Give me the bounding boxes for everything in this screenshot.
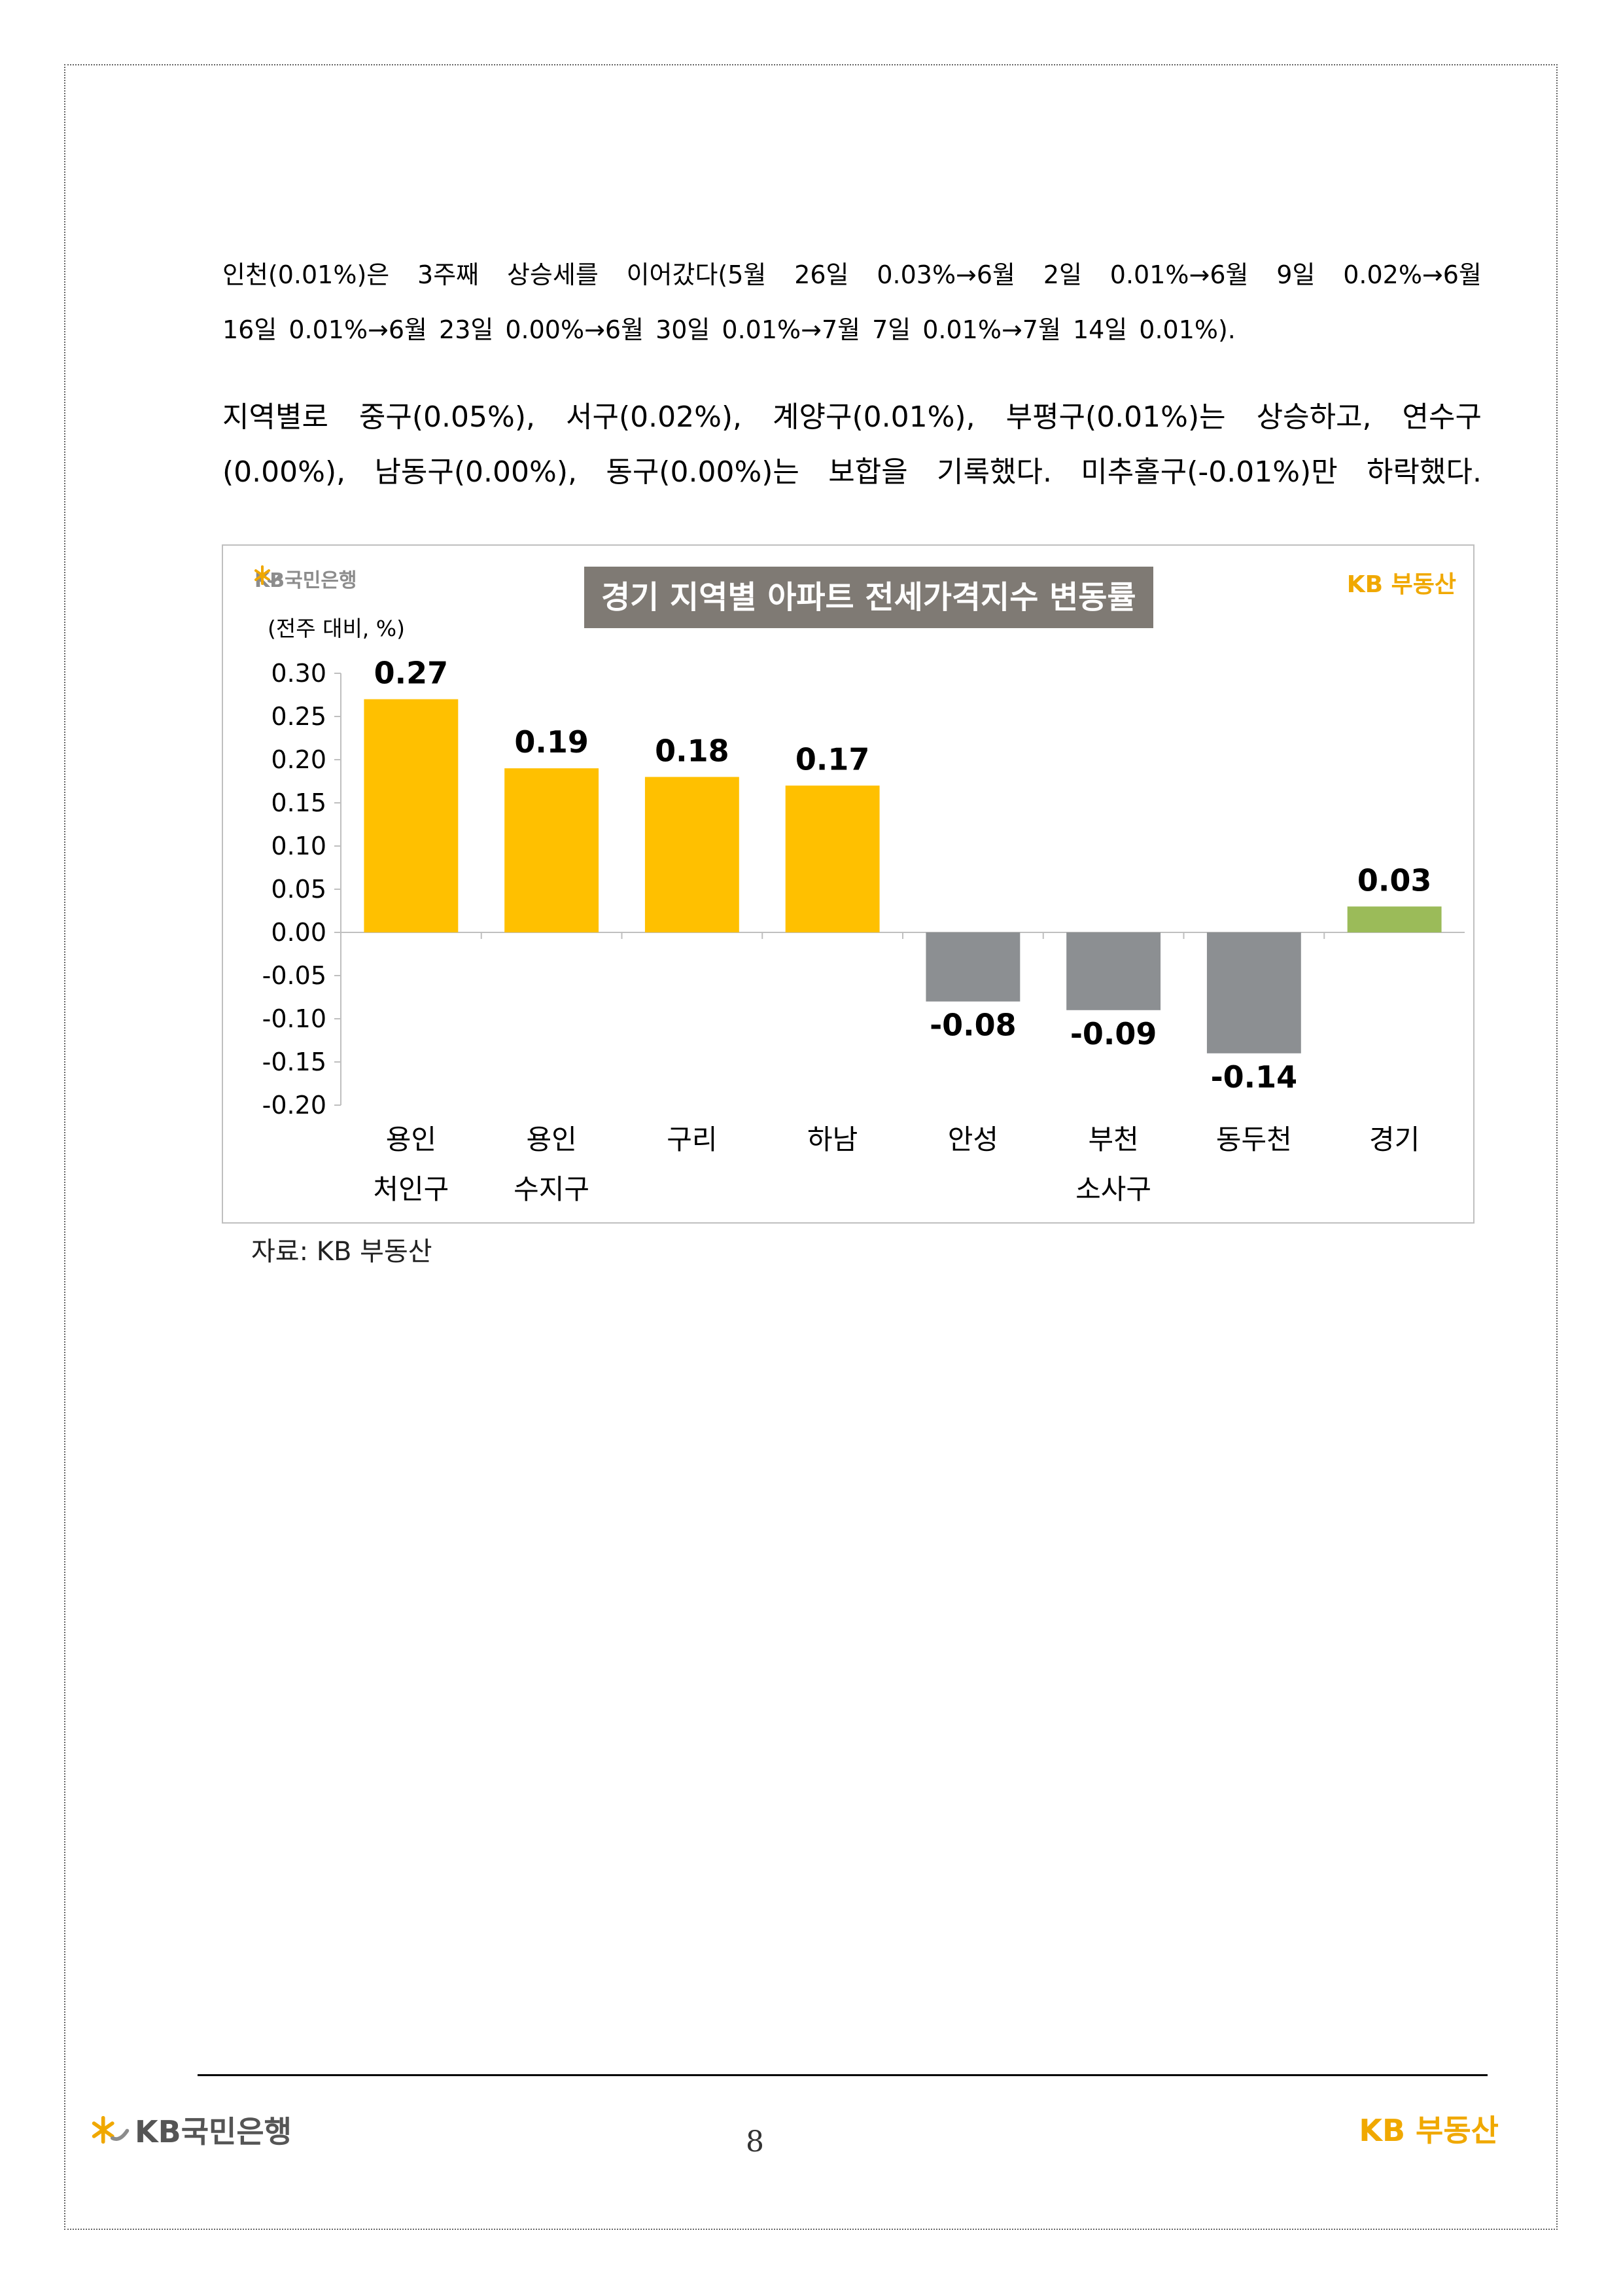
paragraph-word: (0.00%),: [222, 455, 346, 489]
paragraph-word: 3주째: [417, 260, 480, 289]
paragraph-word: 동구(0.00%)는: [606, 455, 799, 489]
x-category-label: 소사구: [1075, 1173, 1151, 1205]
bar: [364, 699, 459, 932]
footer-kb-realestate-logo: KB 부동산: [1359, 2113, 1499, 2148]
kb-realestate-logo: KB 부동산: [1346, 571, 1456, 598]
data-label: 0.03: [1357, 862, 1432, 898]
y-tick-label: -0.20: [262, 1091, 326, 1120]
x-category-label: 용인: [386, 1123, 436, 1156]
source-note: 자료: KB 부동산: [251, 1237, 432, 1267]
paragraph-word: 기록했다.: [937, 455, 1052, 489]
paragraph-word: 16일: [222, 315, 277, 344]
paragraph-word: 중구(0.05%),: [358, 400, 535, 434]
paragraph-word: 인천(0.01%)은: [222, 260, 390, 289]
bar: [785, 785, 880, 932]
bar: [504, 768, 599, 932]
data-label: 0.19: [514, 724, 589, 760]
paragraph-word: 남동구(0.00%),: [374, 455, 577, 489]
x-category-label: 안성: [948, 1123, 998, 1156]
bar: [644, 777, 739, 932]
footer-kb-bank-logo-text: KB국민은행: [135, 2114, 292, 2149]
x-category-label: 구리: [667, 1123, 717, 1156]
paragraph-word: 2일: [1043, 260, 1082, 289]
paragraph-word: 9일: [1276, 260, 1316, 289]
paragraph-districts: 지역별로 중구(0.05%), 서구(0.02%), 계양구(0.01%), 부평구(0…: [222, 390, 1482, 500]
x-category-label: 부천: [1088, 1123, 1138, 1156]
y-tick-label: 0.10: [271, 832, 326, 860]
bar: [1347, 906, 1442, 932]
y-tick-label: 0.25: [271, 702, 326, 731]
paragraph-word: 상승하고,: [1256, 400, 1372, 434]
y-tick-label: -0.05: [262, 961, 326, 990]
paragraph-word: 서구(0.02%),: [565, 400, 742, 434]
data-label: -0.08: [930, 1008, 1017, 1043]
paragraph-line: 지역별로 중구(0.05%), 서구(0.02%), 계양구(0.01%), 부평구(0…: [222, 390, 1482, 445]
chart-container: KB국민은행 경기 지역별 아파트 전세가격지수 변동률 KB 부동산 (전주 …: [222, 544, 1475, 1224]
paragraph-word: 0.02%→6월: [1343, 260, 1482, 289]
paragraph-word: 이어갔다(5월: [626, 260, 767, 289]
paragraph-word: 23일: [439, 315, 494, 344]
paragraph-word: 보합을: [828, 455, 908, 489]
y-tick-label: 0.20: [271, 745, 326, 774]
paragraph-word: 상승세를: [506, 260, 599, 289]
y-tick-label: 0.30: [271, 659, 326, 688]
footer-divider: [198, 2074, 1488, 2076]
bar: [1066, 932, 1161, 1010]
paragraph-word: 0.01%→6월: [288, 315, 428, 344]
data-label: 0.18: [655, 733, 729, 768]
paragraph-word: 연수구: [1402, 400, 1482, 434]
data-label: 0.17: [795, 742, 870, 777]
footer-kb-bank-logo: KB국민은행: [92, 2108, 292, 2151]
paragraph-word: 14일: [1072, 315, 1128, 344]
y-tick-label: -0.10: [262, 1004, 326, 1033]
data-label: -0.09: [1070, 1016, 1157, 1051]
paragraph-line: 16일 0.01%→6월 23일 0.00%→6월 30일 0.01%→7월 7일 0.01%…: [222, 302, 1482, 357]
kb-star-icon: [254, 565, 281, 585]
x-category-label: 경기: [1369, 1123, 1420, 1156]
paragraph-word: 0.00%→6월: [505, 315, 644, 344]
x-category-label: 하남: [807, 1123, 858, 1156]
paragraph-word: 30일: [655, 315, 710, 344]
kb-star-icon: [92, 2115, 130, 2144]
y-tick-label: -0.15: [262, 1048, 326, 1076]
data-label: -0.14: [1211, 1059, 1298, 1095]
paragraph-word: 26일: [794, 260, 849, 289]
y-axis-unit-label: (전주 대비, %): [268, 616, 406, 641]
paragraph-line: (0.00%), 남동구(0.00%), 동구(0.00%)는 보합을 기록했다. 미추홀…: [222, 445, 1482, 500]
bar: [926, 932, 1021, 1002]
paragraph-word: 0.03%→6월: [877, 260, 1016, 289]
paragraph-word: 0.01%→7월: [722, 315, 861, 344]
chart-title: 경기 지역별 아파트 전세가격지수 변동률: [584, 567, 1153, 628]
bar: [1206, 932, 1301, 1053]
paragraph-word: 7일: [872, 315, 911, 344]
x-category-label: 수지구: [514, 1173, 589, 1205]
page-number: 8: [746, 2125, 764, 2159]
paragraph-word: 계양구(0.01%),: [773, 400, 975, 434]
page-border: [64, 64, 1558, 2230]
paragraph-incheon: 인천(0.01%)은 3주째 상승세를 이어갔다(5월 26일 0.03%→6월 2일 0.0…: [222, 247, 1482, 357]
paragraph-word: 하락했다.: [1367, 455, 1482, 489]
x-category-label: 용인: [526, 1123, 576, 1156]
bar-chart: 0.30 0.25 0.20 0.15 0.10 0.05 0.00 -0.05 -0.10 -0…: [262, 656, 1465, 1205]
kb-bank-logo: KB국민은행: [254, 564, 357, 593]
y-tick-label: 0.05: [271, 875, 326, 904]
paragraph-word: 부평구(0.01%)는: [1005, 400, 1226, 434]
paragraph-word: 0.01%).: [1139, 315, 1236, 344]
paragraph-word: 미추홀구(-0.01%)만: [1081, 455, 1338, 489]
paragraph-word: 0.01%→6월: [1109, 260, 1249, 289]
y-tick-label: 0.00: [271, 918, 326, 947]
paragraph-line: 인천(0.01%)은 3주째 상승세를 이어갔다(5월 26일 0.03%→6월 2일 0.0…: [222, 247, 1482, 302]
y-tick-label: 0.15: [271, 788, 326, 817]
paragraph-word: 0.01%→7월: [922, 315, 1061, 344]
x-category-label: 처인구: [373, 1173, 449, 1205]
x-category-label: 동두천: [1216, 1123, 1292, 1156]
paragraph-word: 지역별로: [222, 400, 328, 434]
data-label: 0.27: [374, 656, 449, 691]
